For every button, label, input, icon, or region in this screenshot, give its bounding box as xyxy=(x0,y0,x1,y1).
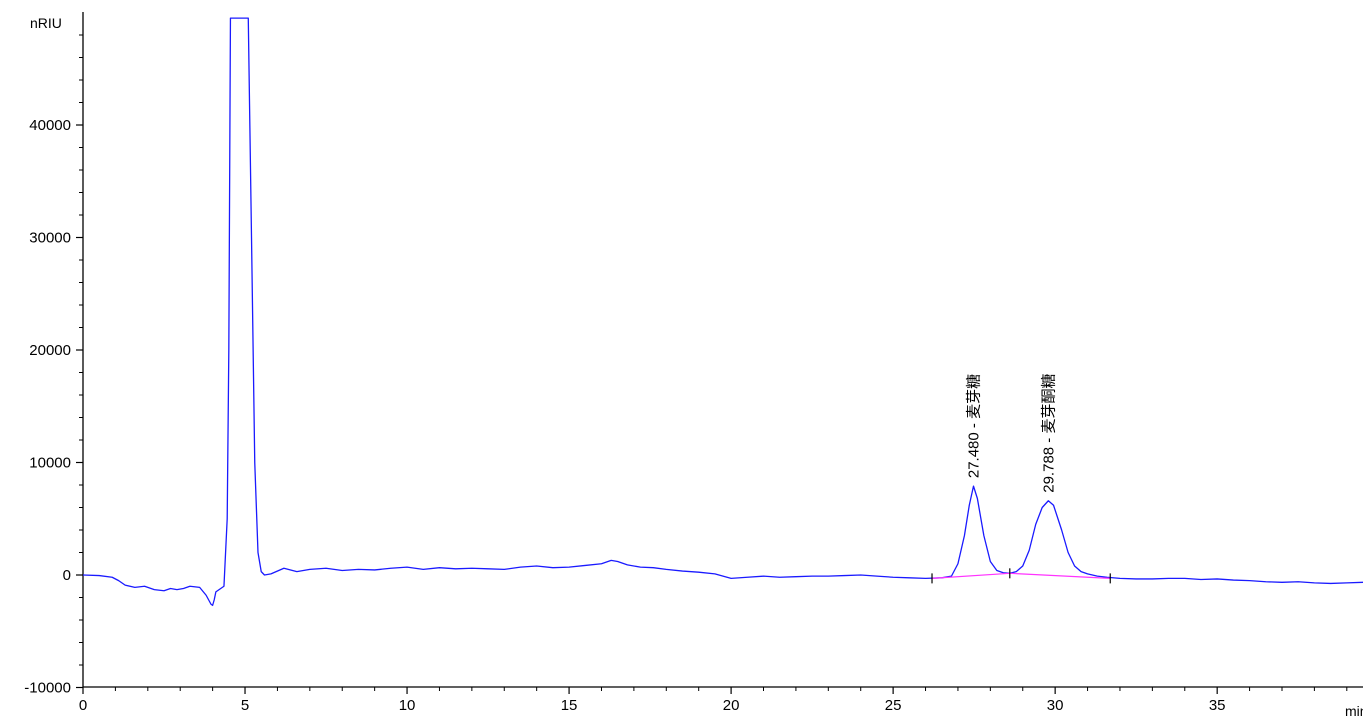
peak-label: 27.480 - 麦芽糖 xyxy=(965,374,982,478)
peak-label: 29.788 - 麦芽酮糖 xyxy=(1040,374,1057,493)
x-tick-label: 5 xyxy=(241,697,249,714)
axis-ticks: -10000 0 10000 20000 30000 40000 0 5 10 15 20 25 30 3… xyxy=(24,34,1348,714)
y-tick-label: 0 xyxy=(63,567,71,584)
y-tick-label: 30000 xyxy=(29,230,71,247)
x-tick-label: 20 xyxy=(723,697,740,714)
plot-area: 27.480 - 麦芽糖 29.788 - 麦芽酮糖 xyxy=(83,17,1363,607)
y-tick-label: 40000 xyxy=(29,117,71,134)
x-tick-label: 30 xyxy=(1047,697,1064,714)
y-tick-label: 10000 xyxy=(29,455,71,472)
y-tick-label: 20000 xyxy=(29,342,71,359)
x-tick-label: 0 xyxy=(79,697,87,714)
x-tick-label: 15 xyxy=(561,697,578,714)
y-tick-label: -10000 xyxy=(24,680,71,697)
y-axis-unit-label: nRIU xyxy=(30,15,62,31)
axes xyxy=(82,12,1363,688)
signal-trace xyxy=(83,17,1363,607)
x-tick-label: 10 xyxy=(399,697,416,714)
integration-baseline xyxy=(931,572,1111,579)
x-tick-label: 25 xyxy=(885,697,902,714)
x-tick-label: 35 xyxy=(1209,697,1226,714)
x-axis-unit-label: min xyxy=(1345,703,1363,718)
